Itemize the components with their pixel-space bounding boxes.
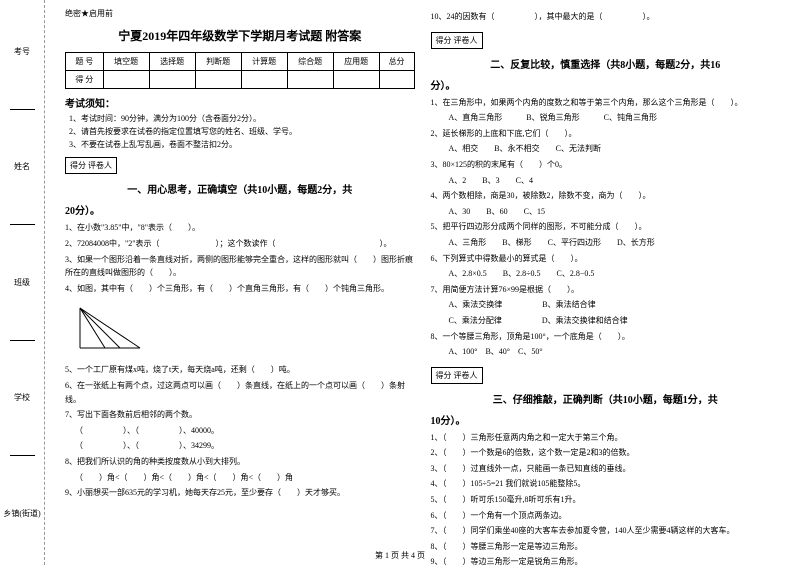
question: 1、在三角形中，如果两个内角的度数之和等于第三个内角，那么这个三角形是（ ）。	[431, 96, 781, 110]
question: 9、（ ）等边三角形一定是锐角三角形。	[431, 555, 781, 569]
table-row: 题 号 填空题 选择题 判断题 计算题 综合题 应用题 总分	[66, 53, 415, 71]
right-column: 10、24的因数有（ ），其中最大的是（ ）。 得分 评卷人 二、反复比较，慎重…	[423, 8, 789, 557]
th: 总分	[379, 53, 414, 71]
page-footer: 第 1 页 共 4 页	[375, 550, 425, 561]
question: 3、（ ）过直线外一点，只能画一条已知直线的垂线。	[431, 462, 781, 476]
score-box: 得分 评卷人	[65, 157, 117, 174]
notice-item: 1、考试时间：90分钟，满分为100分（含卷面分2分）。	[69, 113, 415, 126]
section-1-title-cont: 20分）。	[65, 202, 415, 217]
options: A、直角三角形 B、锐角三角形 C、钝角三角形	[431, 111, 781, 125]
question: 2、72084008中，"2"表示（ ）；这个数读作（ ）。	[65, 237, 415, 251]
section-3-title: 三、仔细推敲，正确判断（共10小题，每题1分，共	[431, 391, 781, 406]
section-2-title-cont: 分）。	[431, 77, 781, 92]
question: 3、如果一个图形沿着一条直线对折，两侧的图形能够完全重合，这样的图形就叫（ ）图…	[65, 253, 415, 280]
table-row: 得 分	[66, 71, 415, 89]
section-3-title-cont: 10分）。	[431, 412, 781, 427]
section-2-title: 二、反复比较，慎重选择（共8小题，每题2分，共16	[431, 56, 781, 71]
seal-text: 绝密★启用前	[65, 8, 415, 19]
binding-margin: 考号 姓名 班级 学校 乡镇(街道)	[0, 0, 45, 565]
score-table: 题 号 填空题 选择题 判断题 计算题 综合题 应用题 总分 得 分	[65, 52, 415, 89]
td[interactable]	[149, 71, 195, 89]
question: 3、80×125的积的末尾有（ ）个0。	[431, 158, 781, 172]
score-box: 得分 评卷人	[431, 32, 483, 49]
question: 6、在一张纸上有两个点，过这两点可以画（ ）条直线，在纸上的一个点可以画（ ）条…	[65, 379, 415, 406]
question: 5、（ ）听可乐150毫升,8听可乐有1升。	[431, 493, 781, 507]
question: 5、把平行四边形分成两个同样的图形，不可能分成（ ）。	[431, 220, 781, 234]
question: 8、一个等腰三角形，顶角是100°，一个底角是（ ）。	[431, 330, 781, 344]
binding-label: 乡镇(街道)	[3, 508, 40, 519]
question: 10、24的因数有（ ），其中最大的是（ ）。	[431, 10, 781, 24]
question: 7、（ ）同学们乘坐40座的大客车去参加夏令营，140人至少需要4辆这样的大客车…	[431, 524, 781, 538]
options: A、30 B、60 C、15	[431, 205, 781, 219]
options: A、2 B、3 C、4	[431, 174, 781, 188]
binding-label: 学校	[14, 392, 30, 403]
main-content: 绝密★启用前 宁夏2019年四年级数学下学期月考试题 附答案 题 号 填空题 选…	[45, 0, 800, 565]
question-sub: （ ）、（ ）、40000。	[65, 424, 415, 438]
td[interactable]	[195, 71, 241, 89]
th: 填空题	[103, 53, 149, 71]
question: 8、把我们所认识的角的种类按度数从小到大排列。	[65, 455, 415, 469]
binding-label: 姓名	[14, 161, 30, 172]
th: 选择题	[149, 53, 195, 71]
th: 判断题	[195, 53, 241, 71]
question: 4、如图，其中有（ ）个三角形，有（ ）个直角三角形，有（ ）个钝角三角形。	[65, 282, 415, 296]
question-sub: （ ）、（ ）、34299。	[65, 439, 415, 453]
th: 综合题	[287, 53, 333, 71]
question: 8、（ ）等腰三角形一定是等边三角形。	[431, 540, 781, 554]
binding-label: 考号	[14, 46, 30, 57]
notice-title: 考试须知：	[65, 95, 415, 110]
left-column: 绝密★启用前 宁夏2019年四年级数学下学期月考试题 附答案 题 号 填空题 选…	[57, 8, 423, 557]
th: 题 号	[66, 53, 104, 71]
question: 7、写出下面各数前后相邻的两个数。	[65, 408, 415, 422]
td[interactable]	[103, 71, 149, 89]
question: 5、一个工厂原有煤x吨，烧了t天，每天烧a吨，还剩（ ）吨。	[65, 363, 415, 377]
section-1-title: 一、用心思考，正确填空（共10小题，每题2分，共	[65, 181, 415, 196]
options: A、100° B、40° C、50°	[431, 345, 781, 359]
options: A、2.8×0.5 B、2.8÷0.5 C、2.8−0.5	[431, 267, 781, 281]
question: 4、两个数相除，商是30，被除数2，除数不变，商为（ ）。	[431, 189, 781, 203]
th: 计算题	[241, 53, 287, 71]
notice-item: 2、请首先按要求在试卷的指定位置填写您的姓名、班级、学号。	[69, 126, 415, 139]
binding-label: 班级	[14, 277, 30, 288]
question: 6、（ ）一个角有一个顶点两条边。	[431, 509, 781, 523]
question: 6、下列算式中得数最小的算式是（ ）。	[431, 252, 781, 266]
options: A、乘法交换律 B、乘法结合律	[431, 298, 781, 312]
exam-title: 宁夏2019年四年级数学下学期月考试题 附答案	[65, 27, 415, 44]
question-sub: （ ）角<（ ）角<（ ）角<（ ）角<（ ）角	[65, 471, 415, 485]
td[interactable]	[379, 71, 414, 89]
td[interactable]	[287, 71, 333, 89]
options: A、相交 B、永不相交 C、无法判断	[431, 142, 781, 156]
options: C、乘法分配律 D、乘法交换律和结合律	[431, 314, 781, 328]
triangle-figure	[75, 303, 145, 353]
question: 1、（ ）三角形任意两内角之和一定大于第三个角。	[431, 431, 781, 445]
question: 9、小丽想买一部635元的学习机，她每天存25元，至少要存（ ）天才够买。	[65, 486, 415, 500]
question: 7、用简便方法计算76×99是根据（ ）。	[431, 283, 781, 297]
options: A、三角形 B、梯形 C、平行四边形 D、长方形	[431, 236, 781, 250]
question: 4、（ ）105÷5=21 我们就说105能整除5。	[431, 477, 781, 491]
td: 得 分	[66, 71, 104, 89]
question: 2、（ ）一个数是6的倍数，这个数一定是2和3的倍数。	[431, 446, 781, 460]
td[interactable]	[241, 71, 287, 89]
question: 1、在小数"3.85"中，"8"表示（ ）。	[65, 221, 415, 235]
td[interactable]	[333, 71, 379, 89]
notice-item: 3、不要在试卷上乱写乱画，卷面不整洁扣2分。	[69, 139, 415, 152]
question: 2、延长梯形的上底和下底,它们（ ）。	[431, 127, 781, 141]
th: 应用题	[333, 53, 379, 71]
score-box: 得分 评卷人	[431, 367, 483, 384]
